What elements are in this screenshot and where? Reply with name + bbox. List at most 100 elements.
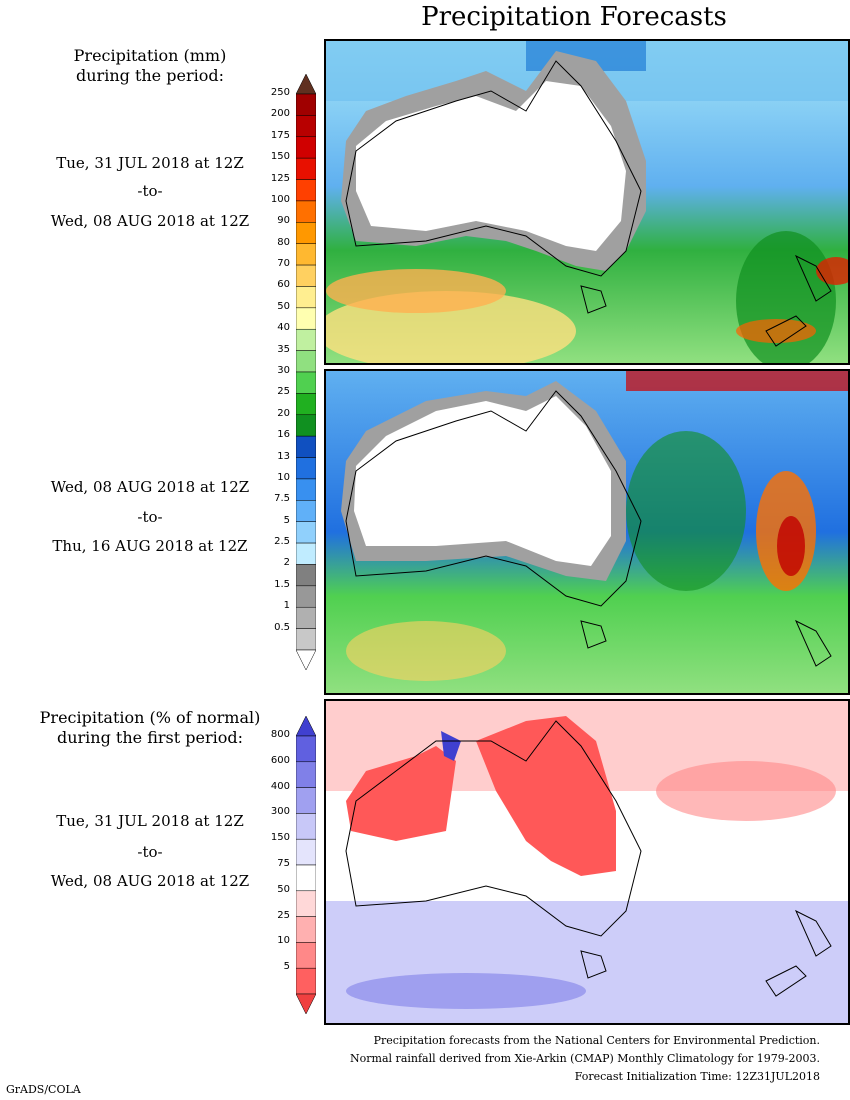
colorbar-swatch <box>295 813 317 840</box>
period3-end: Wed, 08 AUG 2018 at 12Z <box>50 872 250 890</box>
colorbar-tick-label: 50 <box>277 300 290 312</box>
colorbar-tick-label: 0.5 <box>274 621 290 633</box>
colorbar-tick-label: 7.5 <box>274 493 290 505</box>
colorbar-swatch <box>295 435 317 458</box>
colorbar-tick-label: 13 <box>277 450 290 462</box>
colorbar-tick-label: 400 <box>270 780 290 792</box>
map-panel-week1 <box>324 39 850 365</box>
colorbar-tick-label: 1 <box>283 600 290 612</box>
period1-to: -to- <box>137 182 163 200</box>
header2-line1: Precipitation (% of normal) <box>39 708 261 727</box>
colorbar-swatch <box>295 414 317 437</box>
colorbar-swatch <box>295 564 317 587</box>
colorbar-tick-label: 75 <box>277 858 290 869</box>
colorbar-tick-label: 150 <box>270 832 290 844</box>
period3-to: -to- <box>137 843 163 861</box>
colorbar-swatch <box>295 890 317 917</box>
map-panel-week2 <box>324 369 850 695</box>
colorbar-swatch <box>295 371 317 394</box>
colorbar-tick-label: 10 <box>277 471 290 483</box>
colorbar-swatch <box>295 115 317 138</box>
colorbar-tick-label: 125 <box>270 172 290 184</box>
colorbar-swatch <box>295 521 317 544</box>
colorbar-swatch <box>295 200 317 223</box>
colorbar-tick-label: 300 <box>270 806 290 818</box>
colorbar-tick-label: 40 <box>277 322 290 334</box>
colorbar-swatch <box>295 93 317 116</box>
period1-from: Tue, 31 JUL 2018 at 12Z <box>56 154 244 172</box>
precip-mm-header: Precipitation (mm) during the period: <box>20 46 280 86</box>
footer-normal: Normal rainfall derived from Xie-Arkin (… <box>350 1052 820 1065</box>
colorbar-tick-label: 200 <box>270 108 290 120</box>
period2-from: Wed, 08 AUG 2018 at 12Z <box>50 478 250 496</box>
colorbar-tick-label: 5 <box>283 514 290 526</box>
colorbar-swatch <box>295 478 317 501</box>
grads-credit: GrADS/COLA <box>6 1083 81 1096</box>
colorbar-tick-label: 1.5 <box>274 578 290 590</box>
week2-precip-map <box>326 371 848 693</box>
colorbar-swatch <box>295 735 317 763</box>
week1-precip-map <box>326 41 848 363</box>
colorbar-swatch <box>295 542 317 565</box>
colorbar-swatch <box>295 864 317 892</box>
footer-init-time: Forecast Initialization Time: 12Z31JUL20… <box>574 1070 820 1083</box>
colorbar-swatch <box>295 243 317 266</box>
colorbar-tick-label: 25 <box>277 909 290 921</box>
colorbar-tick-label: 100 <box>270 193 290 205</box>
header1-line1: Precipitation (mm) <box>73 46 227 65</box>
colorbar-swatch <box>295 606 317 629</box>
colorbar-swatch <box>295 457 317 480</box>
colorbar-tick-label: 10 <box>277 935 290 947</box>
colorbar-top-arrow <box>295 715 317 737</box>
colorbar-tick-label: 50 <box>277 883 290 895</box>
period1-end: Wed, 08 AUG 2018 at 12Z <box>50 212 250 230</box>
period3-from: Tue, 31 JUL 2018 at 12Z <box>56 812 244 830</box>
colorbar-swatch <box>295 916 317 943</box>
mm-colorbar <box>295 73 317 671</box>
colorbar-swatch <box>295 393 317 416</box>
colorbar-tick-label: 2 <box>283 557 290 569</box>
footer-source: Precipitation forecasts from the Nationa… <box>373 1034 820 1047</box>
colorbar-tick-label: 150 <box>270 151 290 163</box>
colorbar-swatch <box>295 500 317 522</box>
colorbar-bottom-arrow <box>295 993 317 1015</box>
colorbar-swatch <box>295 942 317 969</box>
header1-line2: during the period: <box>76 66 224 85</box>
colorbar-tick-label: 60 <box>277 279 290 291</box>
mm-colorbar-svg <box>295 73 317 671</box>
colorbar-tick-label: 800 <box>270 729 290 740</box>
colorbar-swatch <box>295 286 317 309</box>
colorbar-swatch <box>295 761 317 788</box>
colorbar-tick-label: 600 <box>270 754 290 766</box>
header2-line2: during the first period: <box>56 728 244 747</box>
colorbar-tick-label: 25 <box>277 386 290 398</box>
colorbar-bottom-arrow <box>295 649 317 671</box>
colorbar-swatch <box>295 222 317 244</box>
pct-colorbar <box>295 715 317 1015</box>
colorbar-tick-label: 250 <box>270 87 290 98</box>
colorbar-tick-label: 20 <box>277 407 290 419</box>
colorbar-tick-label: 35 <box>277 343 290 355</box>
map-panel-pct-normal <box>324 699 850 1025</box>
colorbar-tick-label: 16 <box>277 429 290 441</box>
precip-pct-header: Precipitation (% of normal) during the f… <box>20 708 280 748</box>
period2-to: -to- <box>137 508 163 526</box>
colorbar-swatch <box>295 179 317 202</box>
colorbar-top-arrow <box>295 73 317 95</box>
colorbar-tick-label: 90 <box>277 215 290 227</box>
pct-normal-map <box>326 701 848 1023</box>
colorbar-swatch <box>295 967 317 995</box>
pct-colorbar-svg <box>295 715 317 1015</box>
colorbar-tick-label: 175 <box>270 129 290 141</box>
colorbar-tick-label: 80 <box>277 236 290 248</box>
colorbar-swatch <box>295 787 317 814</box>
period2-end: Thu, 16 AUG 2018 at 12Z <box>52 537 248 555</box>
colorbar-swatch <box>295 628 317 651</box>
colorbar-swatch <box>295 136 317 159</box>
colorbar-swatch <box>295 838 317 866</box>
colorbar-swatch <box>295 157 317 180</box>
colorbar-tick-label: 70 <box>277 258 290 270</box>
page-title: Precipitation Forecasts <box>421 2 727 32</box>
colorbar-swatch <box>295 350 317 373</box>
colorbar-swatch <box>295 307 317 330</box>
